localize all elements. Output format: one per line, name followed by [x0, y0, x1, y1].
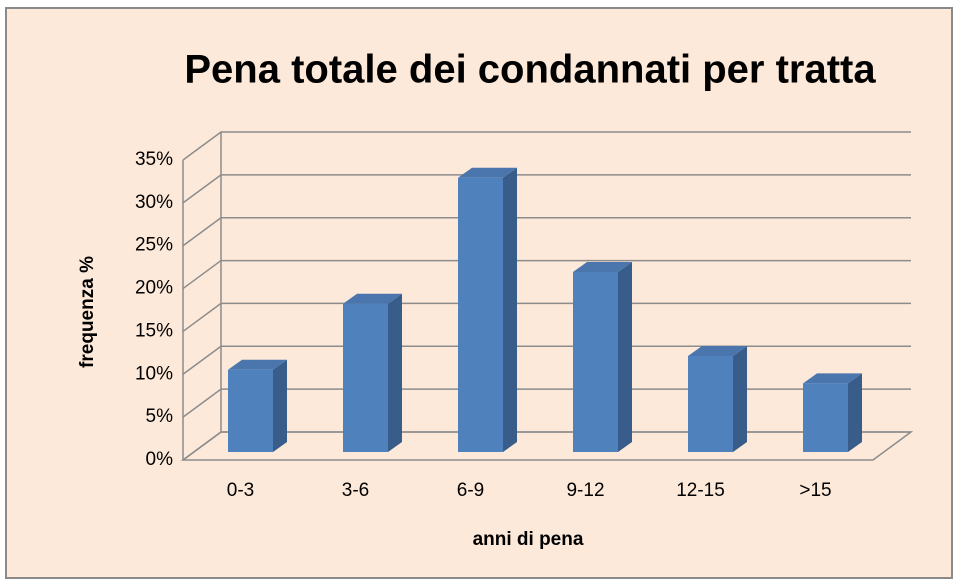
- y-tick-label: 30%: [135, 192, 173, 213]
- bar: [458, 177, 503, 452]
- bar-side: [273, 359, 287, 452]
- x-tick-label: 3-6: [342, 480, 369, 501]
- bar-top: [343, 293, 402, 304]
- y-axis-label: frequenza %: [77, 256, 98, 368]
- y-tick-label: 20%: [135, 278, 173, 299]
- y-tick-label: 10%: [135, 363, 173, 384]
- x-tick-label: 0-3: [227, 480, 254, 501]
- y-tick-label: 35%: [135, 149, 173, 170]
- bar-side: [848, 373, 862, 452]
- bar-top: [228, 359, 287, 370]
- bar: [688, 356, 733, 452]
- y-tick-label: 5%: [146, 406, 174, 427]
- y-tick-label: 0%: [146, 449, 174, 470]
- bar-side: [618, 262, 632, 452]
- bar-top: [573, 262, 632, 272]
- x-axis-label: anni di pena: [473, 529, 584, 550]
- bar: [228, 369, 273, 452]
- bar-top: [803, 373, 862, 384]
- y-tick-label: 15%: [135, 320, 173, 341]
- bar-top: [688, 346, 747, 356]
- x-tick-label: 9-12: [566, 480, 604, 501]
- bar-top: [458, 167, 517, 178]
- x-tick-label: 6-9: [457, 480, 484, 501]
- bar-side: [503, 167, 517, 452]
- bar: [803, 383, 848, 452]
- x-tick-label: 12-15: [676, 480, 725, 501]
- bar-side: [733, 346, 747, 452]
- x-tick-label: >15: [799, 480, 831, 501]
- bar: [343, 303, 388, 452]
- bar: [573, 272, 618, 452]
- chart-title: Pena totale dei condannati per tratta: [184, 48, 876, 92]
- y-tick-label: 25%: [135, 235, 173, 256]
- bar-side: [388, 293, 402, 452]
